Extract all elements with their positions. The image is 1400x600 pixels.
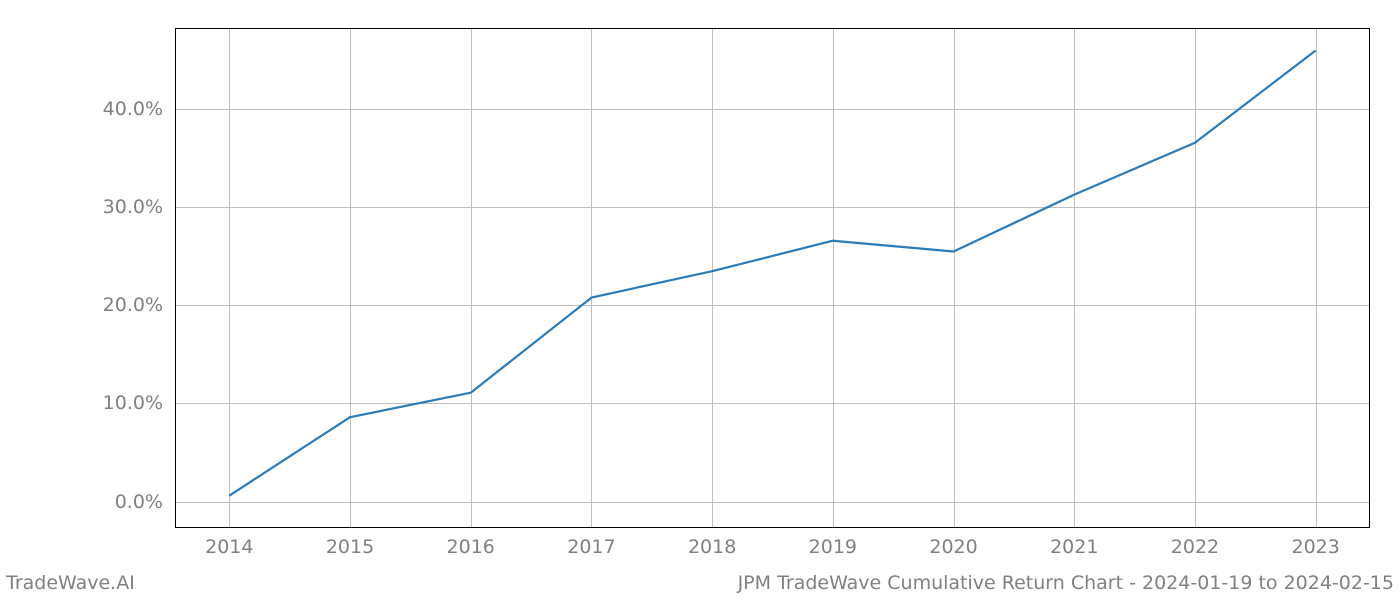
x-tick-label: 2019	[809, 536, 857, 558]
y-tick-label: 40.0%	[103, 98, 163, 120]
x-tick-label: 2021	[1050, 536, 1098, 558]
x-tick-label: 2023	[1291, 536, 1339, 558]
x-tick-label: 2017	[567, 536, 615, 558]
x-tick-label: 2014	[205, 536, 253, 558]
x-tick-label: 2015	[326, 536, 374, 558]
footer-right-label: JPM TradeWave Cumulative Return Chart - …	[738, 572, 1394, 594]
y-tick-label: 20.0%	[103, 294, 163, 316]
chart-container: TradeWave.AI JPM TradeWave Cumulative Re…	[0, 0, 1400, 600]
y-tick-label: 30.0%	[103, 196, 163, 218]
x-tick-label: 2016	[447, 536, 495, 558]
plot-area	[175, 28, 1370, 528]
cumulative-return-line	[229, 51, 1315, 496]
footer-left-label: TradeWave.AI	[6, 572, 135, 594]
x-tick-label: 2020	[929, 536, 977, 558]
y-tick-label: 0.0%	[115, 491, 163, 513]
line-chart-svg	[175, 28, 1370, 528]
x-tick-label: 2018	[688, 536, 736, 558]
y-tick-label: 10.0%	[103, 392, 163, 414]
x-tick-label: 2022	[1171, 536, 1219, 558]
